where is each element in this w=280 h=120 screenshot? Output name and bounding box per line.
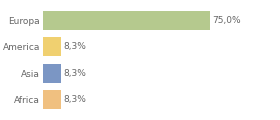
Text: 75,0%: 75,0%	[212, 16, 241, 25]
Text: 8,3%: 8,3%	[63, 42, 86, 51]
Bar	[43, 37, 61, 56]
Bar	[43, 90, 61, 109]
Bar	[43, 11, 210, 30]
Text: 8,3%: 8,3%	[63, 95, 86, 104]
Text: 8,3%: 8,3%	[63, 69, 86, 78]
Bar	[43, 64, 61, 83]
